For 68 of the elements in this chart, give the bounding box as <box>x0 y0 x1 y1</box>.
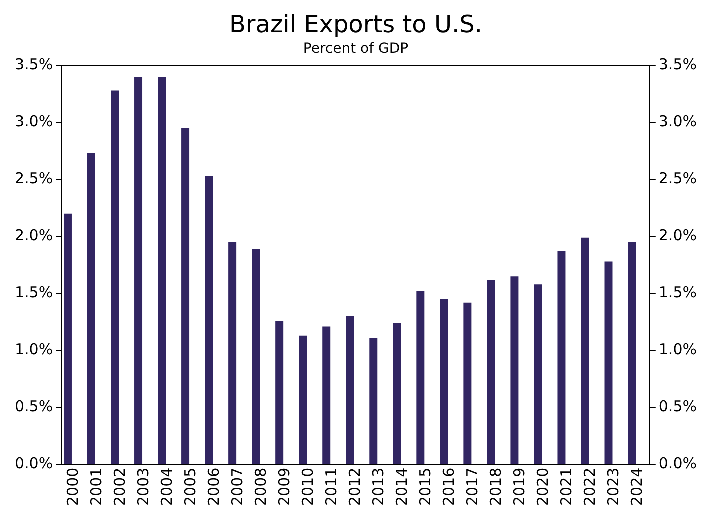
y-tick-label: 3.0% <box>15 112 54 131</box>
x-tick-label: 2003 <box>134 468 152 506</box>
x-tick-label: 2001 <box>87 468 106 506</box>
bar <box>440 299 448 464</box>
x-tick-label: 2014 <box>392 468 411 506</box>
bar <box>416 291 425 464</box>
x-tick-label: 2017 <box>463 468 482 506</box>
bar <box>393 323 402 464</box>
x-tick-label: 2022 <box>581 468 600 506</box>
y-tick-label: 1.5% <box>15 284 54 302</box>
x-tick-label: 2021 <box>557 468 576 506</box>
x-tick-label: 2015 <box>416 468 434 506</box>
x-tick-label: 2008 <box>252 468 270 506</box>
y-tick-label: 1.0% <box>15 340 54 359</box>
bar <box>370 338 378 464</box>
bar <box>111 90 120 464</box>
bar <box>322 326 331 464</box>
bar <box>228 242 237 464</box>
x-tick-label: 2000 <box>64 468 82 506</box>
x-tick-label: 2024 <box>628 468 646 506</box>
x-tick-label: 2020 <box>534 468 552 506</box>
y-tick-label: 0.0% <box>15 454 54 473</box>
bar <box>252 249 260 464</box>
bar <box>628 242 636 464</box>
y2-tick-label: 0.5% <box>658 398 697 416</box>
y2-tick-label: 2.0% <box>658 226 697 245</box>
bar <box>534 284 542 464</box>
x-tick-label: 2010 <box>298 468 317 506</box>
x-tick-label: 2009 <box>275 468 294 506</box>
y2-tick-label: 1.0% <box>658 340 697 359</box>
x-tick-label: 2023 <box>604 468 623 506</box>
x-tick-label: 2019 <box>510 468 528 506</box>
bar <box>134 77 143 464</box>
x-tick-label: 2013 <box>369 468 388 506</box>
bar <box>276 321 284 464</box>
y-tick-label: 2.0% <box>15 226 54 245</box>
y-tick-label: 2.5% <box>15 170 54 188</box>
bar <box>346 316 354 464</box>
x-tick-label: 2005 <box>181 468 200 506</box>
x-tick-label: 2018 <box>486 468 505 506</box>
chart-title: Brazil Exports to U.S. <box>229 10 483 39</box>
x-tick-label: 2011 <box>322 468 340 506</box>
x-tick-label: 2007 <box>228 468 246 506</box>
chart-subtitle: Percent of GDP <box>303 40 409 57</box>
y2-tick-label: 0.0% <box>658 454 697 473</box>
bar <box>299 336 308 464</box>
bar <box>464 302 472 464</box>
bar <box>158 77 166 464</box>
bar <box>64 214 72 464</box>
bar <box>88 153 96 464</box>
y2-tick-label: 3.0% <box>658 112 697 131</box>
bar <box>182 128 190 464</box>
y2-tick-label: 1.5% <box>658 284 697 302</box>
y-tick-label: 3.5% <box>15 55 54 74</box>
x-tick-label: 2002 <box>110 468 129 506</box>
y-tick-label: 0.5% <box>15 398 54 416</box>
bar <box>581 238 590 464</box>
y2-tick-label: 3.5% <box>658 55 697 74</box>
y2-tick-label: 2.5% <box>658 170 697 188</box>
bar <box>604 262 613 464</box>
x-tick-label: 2004 <box>158 468 176 506</box>
bar <box>205 176 214 464</box>
bar <box>510 276 519 464</box>
bar <box>558 252 566 464</box>
bar <box>487 280 496 464</box>
x-tick-label: 2016 <box>440 468 458 506</box>
x-tick-label: 2012 <box>346 468 364 506</box>
x-tick-label: 2006 <box>204 468 223 506</box>
